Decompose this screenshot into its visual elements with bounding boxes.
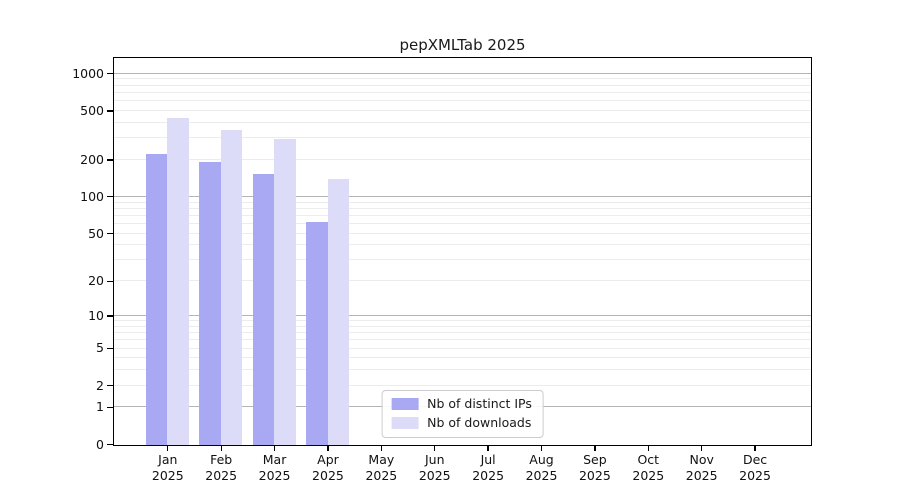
gridline-minor xyxy=(114,244,811,246)
x-tick-label: May 2025 xyxy=(365,452,398,483)
legend-item-distinct-ips: Nb of distinct IPs xyxy=(391,397,532,411)
y-tick-label: 2 xyxy=(96,377,104,393)
gridline-minor xyxy=(114,369,811,371)
bar-downloads-jan xyxy=(167,118,189,445)
gridline-minor xyxy=(114,137,811,139)
bar-distinct_ips-apr xyxy=(306,221,328,445)
y-tick-label: 1000 xyxy=(72,65,104,81)
gridline-minor xyxy=(114,121,811,123)
x-tick-label: Sep 2025 xyxy=(578,452,611,483)
y-tick-mark xyxy=(107,443,113,446)
bar-distinct_ips-feb xyxy=(199,161,221,445)
gridline-minor xyxy=(114,207,811,209)
x-tick-mark xyxy=(380,446,382,451)
x-tick-label: Apr 2025 xyxy=(312,452,344,483)
y-tick-mark xyxy=(107,384,113,387)
x-tick-mark xyxy=(220,446,222,451)
gridline-minor xyxy=(114,332,811,334)
x-tick-label: Nov 2025 xyxy=(685,452,718,483)
chart-title: pepXMLTab 2025 xyxy=(399,36,526,54)
gridline-minor xyxy=(114,280,811,282)
gridline-minor xyxy=(114,259,811,261)
gridline-minor xyxy=(114,384,811,386)
y-tick-label: 1 xyxy=(96,399,104,415)
x-tick-label: Mar 2025 xyxy=(258,452,291,483)
x-tick-mark xyxy=(754,446,756,451)
x-tick-mark xyxy=(434,446,436,451)
legend-label-downloads: Nb of downloads xyxy=(427,415,532,430)
gridline-major xyxy=(114,195,811,197)
bar-distinct_ips-mar xyxy=(252,173,275,445)
y-tick-label: 5 xyxy=(96,340,104,356)
x-tick-mark xyxy=(647,446,649,451)
x-tick-mark xyxy=(594,446,596,451)
x-tick-label: Jan 2025 xyxy=(151,452,184,483)
x-tick-label: Jun 2025 xyxy=(418,452,451,483)
bar-downloads-apr xyxy=(327,178,349,445)
gridline-minor xyxy=(114,91,811,93)
y-tick-label: 100 xyxy=(80,188,104,204)
x-tick-mark xyxy=(487,446,489,451)
y-tick-label: 20 xyxy=(88,273,104,289)
y-tick-mark xyxy=(107,73,113,75)
y-tick-mark xyxy=(107,347,113,350)
y-tick-mark xyxy=(107,315,113,317)
y-tick-mark xyxy=(107,232,113,235)
gridline-minor xyxy=(114,223,811,224)
gridline-minor xyxy=(114,347,811,349)
y-tick-mark xyxy=(107,110,113,112)
y-tick-label: 10 xyxy=(88,307,104,323)
gridline-minor xyxy=(114,357,811,359)
x-tick-label: Jul 2025 xyxy=(472,452,505,483)
y-tick-label: 50 xyxy=(88,225,104,241)
x-tick-mark xyxy=(701,446,703,451)
plot-area: Nb of distinct IPs Nb of downloads xyxy=(113,57,812,446)
gridline-minor xyxy=(114,158,811,160)
legend-swatch-distinct-ips xyxy=(391,398,419,410)
x-tick-mark xyxy=(167,446,169,451)
bar-downloads-mar xyxy=(274,138,296,445)
y-tick-mark xyxy=(107,406,113,409)
y-tick-label: 200 xyxy=(80,151,104,167)
x-tick-mark xyxy=(327,446,329,451)
bar-distinct_ips-jan xyxy=(146,154,168,445)
x-tick-label: Aug 2025 xyxy=(525,452,558,483)
gridline-major xyxy=(114,314,811,316)
gridline-minor xyxy=(114,84,811,86)
y-tick-label: 500 xyxy=(80,102,104,118)
y-tick-mark xyxy=(107,280,113,282)
x-tick-mark xyxy=(540,446,543,451)
x-tick-label: Feb 2025 xyxy=(205,452,238,483)
bar-downloads-feb xyxy=(220,130,243,445)
legend-item-downloads: Nb of downloads xyxy=(391,416,532,430)
gridline-minor xyxy=(114,214,811,216)
gridline-major xyxy=(114,72,811,74)
y-tick-mark xyxy=(107,159,113,161)
x-tick-mark xyxy=(273,446,276,451)
gridline-minor xyxy=(114,100,811,102)
gridline-minor xyxy=(114,78,811,80)
gridline-minor xyxy=(114,320,811,322)
gridline-minor xyxy=(114,232,811,234)
gridline-minor xyxy=(114,339,811,341)
y-tick-mark xyxy=(107,196,113,198)
legend-swatch-downloads xyxy=(391,417,419,429)
y-tick-label: 0 xyxy=(96,436,104,452)
legend: Nb of distinct IPs Nb of downloads xyxy=(381,390,544,438)
x-tick-label: Dec 2025 xyxy=(739,452,771,483)
gridline-minor xyxy=(114,109,811,111)
gridline-minor xyxy=(114,201,811,203)
gridline-minor xyxy=(114,325,811,327)
legend-label-distinct-ips: Nb of distinct IPs xyxy=(427,396,532,411)
x-tick-label: Oct 2025 xyxy=(632,452,665,483)
